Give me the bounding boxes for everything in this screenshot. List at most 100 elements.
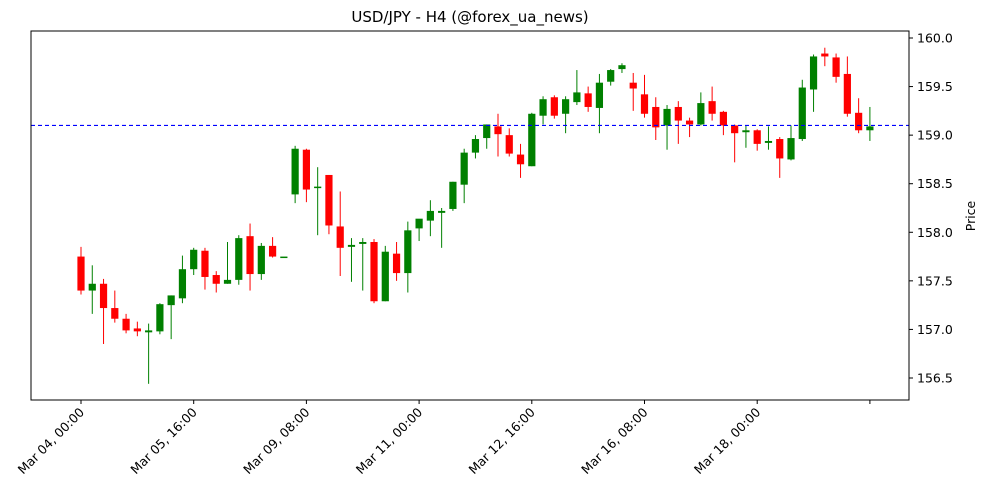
- candle: [539, 96, 547, 125]
- candle: [336, 191, 344, 276]
- candle-body: [528, 113, 536, 167]
- candle-body: [167, 295, 175, 306]
- candle: [855, 98, 863, 134]
- candle-body: [787, 138, 795, 160]
- candle: [483, 124, 491, 149]
- candle: [640, 74, 649, 118]
- candle: [257, 242, 265, 280]
- candle: [223, 241, 232, 284]
- candle: [235, 235, 243, 285]
- candle-body: [640, 94, 649, 114]
- candle: [190, 247, 198, 276]
- candle: [708, 86, 716, 121]
- candle-body: [212, 275, 220, 284]
- candle-body: [764, 140, 773, 143]
- candle: [314, 167, 322, 236]
- candle: [201, 247, 209, 290]
- candle-body: [663, 108, 671, 126]
- y-tick-label: 158.0: [917, 225, 953, 240]
- candle-body: [607, 70, 615, 82]
- x-tick-label: Mar 12, 16:00: [465, 404, 537, 476]
- candle: [280, 256, 288, 259]
- candle-body: [866, 126, 874, 131]
- candle-body: [821, 53, 829, 57]
- candle-body: [291, 148, 299, 195]
- candle-body: [618, 65, 626, 70]
- candle-body: [336, 226, 344, 248]
- candle: [268, 237, 277, 258]
- candle: [719, 110, 727, 136]
- candle: [528, 112, 536, 167]
- x-tick-label: Mar 05, 16:00: [127, 404, 199, 476]
- candle-body: [505, 135, 513, 154]
- candle: [809, 54, 818, 112]
- candle: [415, 218, 423, 242]
- candle: [88, 265, 96, 314]
- candle: [438, 207, 446, 248]
- y-tick-label: 160.0: [917, 31, 953, 46]
- candle: [562, 96, 570, 134]
- candle: [618, 63, 626, 73]
- candle-body: [201, 250, 209, 277]
- candle-body: [652, 106, 660, 128]
- candle: [291, 145, 299, 204]
- candle: [302, 148, 310, 203]
- candle-body: [685, 120, 694, 125]
- candle: [145, 323, 153, 384]
- x-tick-label: Mar 18, 00:00: [691, 404, 763, 476]
- candle: [347, 238, 356, 282]
- candle-body: [516, 154, 525, 165]
- y-tick-label: 158.5: [917, 176, 953, 191]
- candle-body: [133, 328, 141, 332]
- candle-body: [494, 126, 502, 135]
- candle: [178, 255, 187, 304]
- candle: [629, 72, 637, 111]
- candle-body: [471, 139, 480, 153]
- candle-body: [111, 308, 119, 319]
- candle-body: [404, 230, 412, 274]
- candle-body: [731, 125, 739, 134]
- candle-body: [88, 283, 96, 291]
- candle: [460, 148, 468, 204]
- candle: [426, 200, 434, 237]
- candle: [697, 92, 705, 126]
- candle-body: [314, 186, 322, 189]
- candle: [663, 105, 671, 150]
- candle-body: [460, 152, 468, 185]
- candle: [381, 245, 389, 302]
- candle: [787, 125, 795, 161]
- candle-body: [855, 112, 863, 131]
- candle-body: [381, 251, 389, 302]
- y-tick-label: 156.5: [917, 370, 953, 385]
- candle: [798, 79, 806, 141]
- x-tick-label: Mar 16, 08:00: [578, 404, 650, 476]
- candle: [449, 181, 457, 211]
- candle: [212, 271, 220, 293]
- candle: [99, 278, 108, 344]
- candle-body: [539, 99, 547, 116]
- candle-body: [776, 139, 784, 159]
- candle-body: [753, 130, 761, 144]
- candle: [122, 313, 130, 334]
- candle: [359, 238, 367, 291]
- candle: [731, 124, 739, 163]
- candle: [584, 86, 592, 112]
- candle-body: [843, 73, 851, 114]
- plot-area-frame: [30, 30, 910, 401]
- candle: [674, 101, 682, 144]
- chart-title: USD/JPY - H4 (@forex_ua_news): [351, 8, 588, 27]
- candle: [595, 73, 604, 134]
- x-tick-label: Mar 11, 00:00: [353, 404, 425, 476]
- candle: [505, 128, 513, 157]
- candle: [133, 321, 141, 337]
- x-axis: Mar 04, 00:00 Mar 05, 16:00 Mar 09, 08:00 M…: [15, 400, 871, 477]
- y-axis: 156.5 157.0 157.5 158.0 158.5 159.0 159.5 160.0: [909, 31, 953, 385]
- candle: [167, 295, 175, 340]
- candle: [843, 56, 851, 117]
- candle-body: [99, 283, 108, 309]
- candle: [821, 47, 829, 67]
- candle-body: [302, 149, 310, 190]
- candle: [832, 53, 840, 83]
